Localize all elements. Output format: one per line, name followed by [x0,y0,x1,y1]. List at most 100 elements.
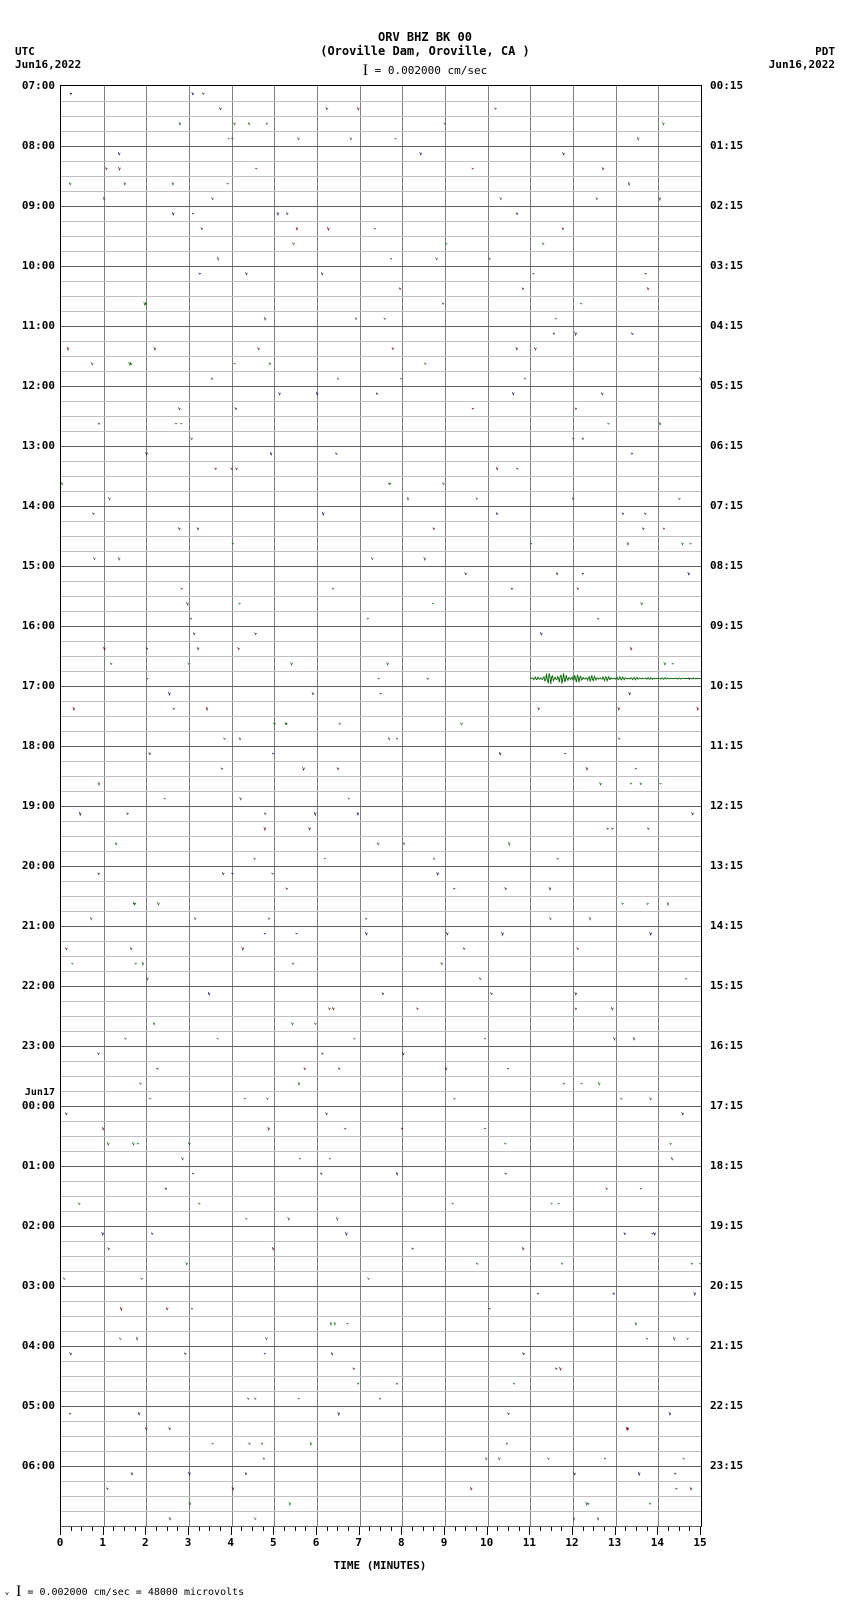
trace-row [61,1331,701,1347]
trace-row [61,1061,701,1077]
x-tick-label: 15 [693,1536,706,1549]
pdt-hour-label: 04:15 [710,319,760,332]
x-minor-tick [199,1527,200,1531]
x-tick-label: 8 [398,1536,405,1549]
trace-row [61,1391,701,1407]
tz-right-date: Jun16,2022 [769,58,835,71]
x-minor-tick [220,1527,221,1531]
pdt-hour-label: 15:15 [710,979,760,992]
trace-row [61,371,701,387]
trace-row [61,1301,701,1317]
trace-row [61,1181,701,1197]
x-minor-tick [71,1527,72,1531]
trace-row [61,731,701,747]
footer-prefix: ᵥ [4,1587,16,1598]
pdt-hour-label: 09:15 [710,619,760,632]
trace-row [61,221,701,237]
trace-row [61,1376,701,1392]
trace-row [61,1106,701,1122]
trace-row [61,611,701,627]
x-minor-tick [135,1527,136,1531]
trace-row [61,101,701,117]
seismogram-container: ORV BHZ BK 00 (Oroville Dam, Oroville, C… [0,0,850,1613]
x-major-tick [487,1527,488,1535]
pdt-hour-label: 01:15 [710,139,760,152]
x-minor-tick [551,1527,552,1531]
trace-row [61,626,701,642]
x-major-tick [444,1527,445,1535]
trace-row [61,1016,701,1032]
x-tick-label: 5 [270,1536,277,1549]
pdt-hour-label: 11:15 [710,739,760,752]
x-major-tick [529,1527,530,1535]
x-tick-label: 9 [441,1536,448,1549]
scale-value: = 0.002000 cm/sec [375,64,488,77]
x-minor-tick [305,1527,306,1531]
pdt-hour-label: 02:15 [710,199,760,212]
scale-reference: I = 0.002000 cm/sec [0,62,850,80]
pdt-hour-label: 10:15 [710,679,760,692]
x-major-tick [615,1527,616,1535]
x-minor-tick [583,1527,584,1531]
trace-row [61,1481,701,1497]
utc-hour-label: 02:00 [10,1219,55,1232]
trace-row [61,941,701,957]
x-minor-tick [124,1527,125,1531]
trace-row [61,401,701,417]
x-minor-tick [177,1527,178,1531]
trace-row [61,701,701,717]
x-minor-tick [156,1527,157,1531]
tz-right-name: PDT [769,45,835,58]
x-minor-tick [519,1527,520,1531]
trace-row [61,1466,701,1482]
trace-row [61,1151,701,1167]
footer-scale-bar-icon: I [16,1583,21,1600]
trace-row [61,296,701,312]
trace-row [61,1211,701,1227]
utc-hour-label: 19:00 [10,799,55,812]
trace-row [61,641,701,657]
trace-row [61,671,701,687]
pdt-hour-label: 18:15 [710,1159,760,1172]
x-minor-tick [455,1527,456,1531]
trace-row [61,1286,701,1302]
pdt-hour-label: 07:15 [710,499,760,512]
utc-hour-label: 09:00 [10,199,55,212]
x-minor-tick [113,1527,114,1531]
trace-row [61,341,701,357]
trace-row [61,206,701,222]
x-minor-tick [689,1527,690,1531]
trace-row [61,491,701,507]
x-minor-tick [561,1527,562,1531]
x-axis-ticks: 0123456789101112131415 [60,1527,700,1537]
trace-row [61,881,701,897]
trace-row [61,1076,701,1092]
x-tick-label: 13 [608,1536,621,1549]
utc-hour-label: 22:00 [10,979,55,992]
x-minor-tick [423,1527,424,1531]
x-tick-label: 2 [142,1536,149,1549]
utc-hour-label: 01:00 [10,1159,55,1172]
trace-row [61,686,701,702]
utc-hour-label: 14:00 [10,499,55,512]
trace-row [61,851,701,867]
x-minor-tick [508,1527,509,1531]
x-minor-tick [668,1527,669,1531]
trace-row [61,461,701,477]
utc-hour-label: 06:00 [10,1459,55,1472]
utc-hour-label: 08:00 [10,139,55,152]
x-minor-tick [348,1527,349,1531]
x-minor-tick [647,1527,648,1531]
x-minor-tick [209,1527,210,1531]
utc-date-change-label: Jun17 [10,1087,55,1098]
x-tick-label: 6 [313,1536,320,1549]
pdt-hour-label: 00:15 [710,79,760,92]
trace-row [61,431,701,447]
trace-row [61,776,701,792]
trace-row [61,326,701,342]
trace-row [61,191,701,207]
trace-row [61,1121,701,1137]
trace-row [61,1511,701,1527]
x-minor-tick [540,1527,541,1531]
trace-row [61,956,701,972]
